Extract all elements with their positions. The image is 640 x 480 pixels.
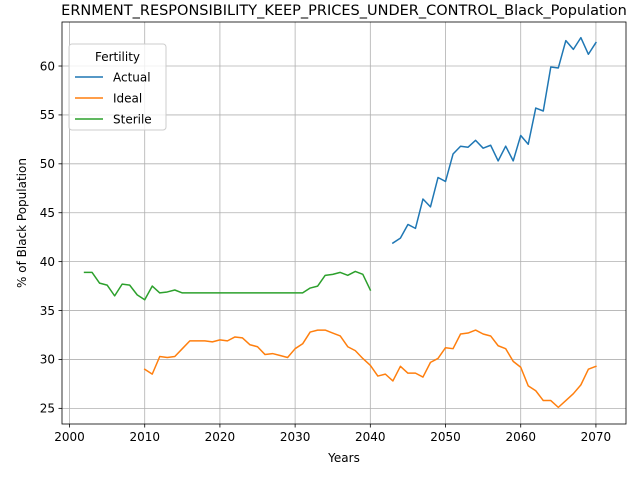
series-sterile xyxy=(83,270,372,301)
series-layer xyxy=(83,36,597,409)
chart-title: ERNMENT_RESPONSIBILITY_KEEP_PRICES_UNDER… xyxy=(61,3,627,19)
legend-label-sterile: Sterile xyxy=(113,113,152,127)
x-tick-label: 2040 xyxy=(355,430,386,444)
legend-box xyxy=(68,43,167,131)
x-tick-label: 2060 xyxy=(505,430,536,444)
y-tick-label: 45 xyxy=(40,206,55,220)
series-ideal xyxy=(143,329,597,409)
x-tick-label: 2050 xyxy=(430,430,461,444)
x-axis-label: Years xyxy=(327,451,360,465)
legend-label-actual: Actual xyxy=(113,71,151,85)
legend-entries: Actual Ideal Sterile xyxy=(75,71,152,127)
x-axis-ticks: 2000 2010 2020 2030 2040 2050 2060 2070 xyxy=(54,424,611,444)
y-axis-ticks: 25 30 35 40 45 50 55 60 xyxy=(40,59,62,416)
series-actual xyxy=(391,36,597,245)
plot-area-frame xyxy=(61,21,627,425)
x-tick-label: 2010 xyxy=(129,430,160,444)
y-tick-label: 50 xyxy=(40,157,55,171)
y-tick-label: 35 xyxy=(40,304,55,318)
x-tick-label: 2070 xyxy=(581,430,612,444)
y-tick-label: 40 xyxy=(40,255,55,269)
x-tick-label: 2030 xyxy=(280,430,311,444)
x-tick-label: 2020 xyxy=(205,430,236,444)
legend-label-ideal: Ideal xyxy=(113,92,142,106)
grid-lines xyxy=(62,22,626,424)
y-axis-label: % of Black Population xyxy=(15,158,29,288)
y-tick-label: 55 xyxy=(40,108,55,122)
series-line-actual xyxy=(391,36,597,245)
y-tick-label: 60 xyxy=(40,59,55,73)
y-tick-label: 25 xyxy=(40,402,55,416)
legend-title: Fertility xyxy=(95,50,140,64)
y-tick-label: 30 xyxy=(40,353,55,367)
legend: Fertility Actual Ideal Sterile xyxy=(68,43,167,131)
x-tick-label: 2000 xyxy=(54,430,85,444)
